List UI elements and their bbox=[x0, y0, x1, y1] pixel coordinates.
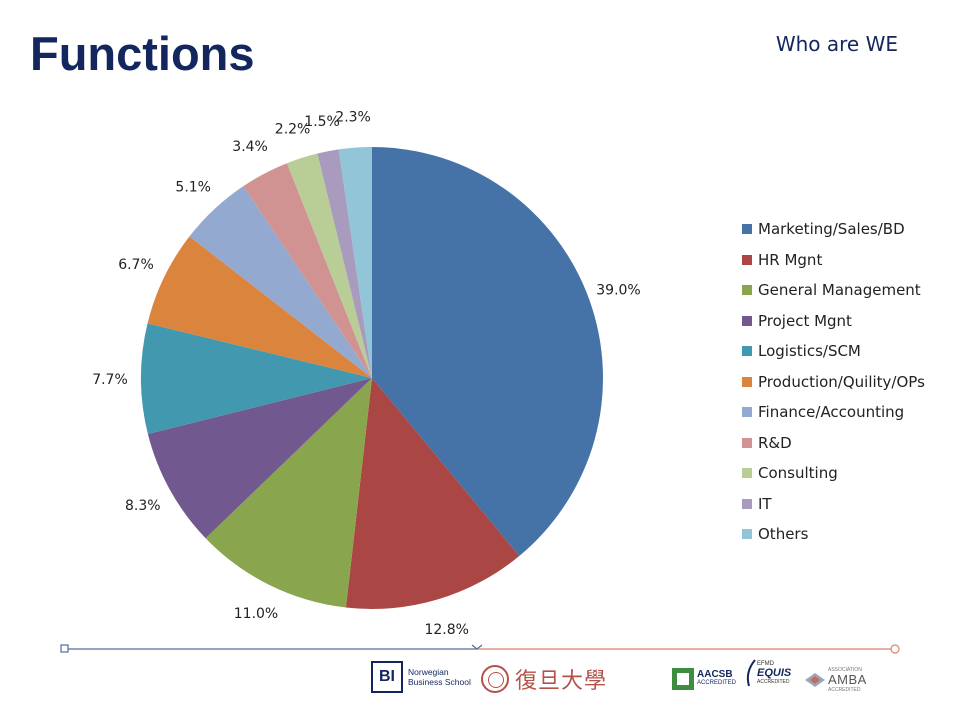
amba-top: ASSOCIATION bbox=[828, 667, 862, 673]
pie-slice-hr-mgnt bbox=[345, 378, 520, 609]
legend-label: Production/Quility/OPs bbox=[758, 372, 925, 391]
pie-slice-general-management bbox=[205, 378, 372, 608]
legend-swatch bbox=[742, 376, 752, 387]
footer-circle-marker bbox=[890, 644, 900, 654]
equis-top: EFMD bbox=[757, 660, 774, 667]
legend-swatch bbox=[742, 468, 752, 479]
amba-diamond-icon bbox=[805, 673, 825, 687]
pie-slice-finance-accounting bbox=[189, 186, 372, 378]
slice-label-it: 1.5% bbox=[304, 114, 340, 130]
slice-label-consulting: 2.2% bbox=[275, 121, 311, 137]
legend-item-project-mgnt: Project Mgnt bbox=[742, 306, 925, 337]
legend-item-marketing-sales-bd: Marketing/Sales/BD bbox=[742, 214, 925, 245]
slice-label-marketing-sales-bd: 39.0% bbox=[596, 282, 640, 298]
amba-name: AMBA bbox=[828, 672, 867, 687]
legend-swatch bbox=[742, 498, 752, 509]
legend-swatch bbox=[742, 437, 752, 448]
equis-logo: EFMD EQUIS ACCREDITED bbox=[743, 658, 791, 688]
legend-item-hr-mgnt: HR Mgnt bbox=[742, 245, 925, 276]
equis-name: EQUIS bbox=[757, 666, 792, 679]
fudan-logo: 復旦大學 bbox=[481, 663, 607, 695]
legend-swatch bbox=[742, 254, 752, 265]
footer-chevron-marker bbox=[471, 644, 483, 650]
legend-swatch bbox=[742, 407, 752, 418]
legend-label: Consulting bbox=[758, 464, 838, 483]
aacsb-logo: AACSB ACCREDITED bbox=[672, 668, 736, 690]
legend-item-consulting: Consulting bbox=[742, 458, 925, 489]
legend-item-it: IT bbox=[742, 489, 925, 520]
slice-label-hr-mgnt: 12.8% bbox=[424, 622, 468, 638]
slice-label-general-management: 11.0% bbox=[234, 606, 278, 622]
slice-label-project-mgnt: 8.3% bbox=[125, 498, 161, 514]
slice-label-r-d: 3.4% bbox=[232, 139, 268, 155]
legend-swatch bbox=[742, 346, 752, 357]
pie-slice-project-mgnt bbox=[147, 378, 372, 539]
slice-label-finance-accounting: 5.1% bbox=[175, 179, 211, 195]
legend-item-production-quility-ops: Production/Quility/OPs bbox=[742, 367, 925, 398]
legend-label: Marketing/Sales/BD bbox=[758, 220, 905, 239]
legend-item-logistics-scm: Logistics/SCM bbox=[742, 336, 925, 367]
legend-label: HR Mgnt bbox=[758, 250, 823, 269]
legend-label: General Management bbox=[758, 281, 921, 300]
bi-mark: BI bbox=[371, 661, 403, 693]
legend-label: Logistics/SCM bbox=[758, 342, 861, 361]
amba-logo: ASSOCIATION AMBA ACCREDITED bbox=[805, 665, 867, 695]
equis-swoosh-icon bbox=[746, 659, 756, 687]
aacsb-mark-icon bbox=[672, 668, 694, 690]
slice-label-others: 2.3% bbox=[335, 110, 371, 126]
bi-logo: BI Norwegian Business School bbox=[371, 661, 471, 693]
legend-label: Finance/Accounting bbox=[758, 403, 905, 422]
legend-swatch bbox=[742, 224, 752, 235]
fudan-seal-icon bbox=[481, 665, 509, 693]
pie-slice-it bbox=[317, 149, 372, 378]
legend-item-finance-accounting: Finance/Accounting bbox=[742, 397, 925, 428]
legend-swatch bbox=[742, 285, 752, 296]
fudan-name: 復旦大學 bbox=[515, 669, 608, 694]
amba-sub: ACCREDITED bbox=[828, 687, 861, 693]
pie-slice-others bbox=[338, 147, 372, 378]
legend-label: IT bbox=[758, 494, 772, 513]
legend-item-others: Others bbox=[742, 519, 925, 550]
legend-item-r-d: R&D bbox=[742, 428, 925, 459]
pie-slice-marketing-sales-bd bbox=[372, 147, 603, 556]
legend-swatch bbox=[742, 315, 752, 326]
aacsb-name: AACSB bbox=[697, 669, 733, 680]
equis-sub: ACCREDITED bbox=[757, 678, 790, 685]
chart-legend: Marketing/Sales/BD HR Mgnt General Managem… bbox=[742, 214, 925, 550]
section-label: Who are WE bbox=[775, 32, 898, 56]
bi-name-line2: Business School bbox=[408, 677, 471, 687]
slide-title: Functions bbox=[30, 27, 255, 80]
pie-slice-consulting bbox=[286, 153, 372, 378]
pie-slice-logistics-scm bbox=[140, 323, 372, 435]
legend-label: Others bbox=[758, 525, 809, 544]
aacsb-sub: ACCREDITED bbox=[697, 680, 737, 686]
slice-label-logistics-scm: 7.7% bbox=[92, 372, 128, 388]
pie-slice-production-quility-ops bbox=[147, 236, 372, 378]
bi-name-line1: Norwegian bbox=[408, 667, 449, 677]
legend-label: R&D bbox=[758, 433, 792, 452]
slice-label-production-quility-ops: 6.7% bbox=[118, 257, 154, 273]
footer-square-marker bbox=[60, 644, 69, 653]
legend-label: Project Mgnt bbox=[758, 311, 852, 330]
pie-slice-r-d bbox=[243, 163, 372, 378]
legend-swatch bbox=[742, 529, 752, 540]
legend-item-general-management: General Management bbox=[742, 275, 925, 306]
